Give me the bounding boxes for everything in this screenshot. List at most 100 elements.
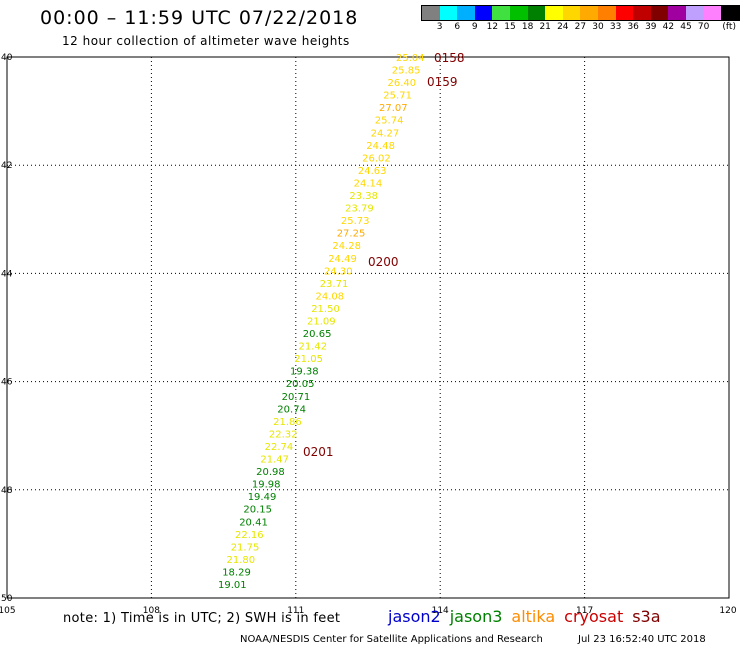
legend-label: 12 xyxy=(486,22,499,32)
x-tick-label: 114 xyxy=(432,606,449,616)
pass-time-label: 0200 xyxy=(368,255,399,269)
legend-label: 9 xyxy=(471,22,478,32)
wave-height-label: 25.71 xyxy=(383,91,412,102)
pass-time-label: 0158 xyxy=(434,51,465,65)
wave-height-label: 21.05 xyxy=(294,354,323,365)
wave-height-label: 19.01 xyxy=(218,580,247,591)
wave-height-label: 20.74 xyxy=(277,404,306,415)
chart-title: 00:00 – 11:59 UTC 07/22/2018 xyxy=(40,7,359,29)
legend-swatch xyxy=(474,6,493,20)
satellite-legend-item: cryosat xyxy=(564,607,624,626)
wave-height-label: 24.48 xyxy=(366,141,395,152)
satellite-legend: jason2 jason3 altika cryosat s3a xyxy=(388,607,670,626)
color-legend: 3 6 9 12 15 18 21 24 27 30 33 36 39 42 45 70 (ft) xyxy=(421,5,740,35)
legend-swatch xyxy=(509,6,528,20)
chart-subtitle: 12 hour collection of altimeter wave hei… xyxy=(62,34,350,48)
x-tick-label: 120 xyxy=(719,606,736,616)
legend-label: 21 xyxy=(539,22,551,32)
wave-height-label: 21.50 xyxy=(311,304,340,315)
wave-height-label: 24.30 xyxy=(324,266,353,277)
wave-height-label: 23.38 xyxy=(349,191,378,202)
wave-height-label: 18.29 xyxy=(222,568,251,579)
wave-height-label: 23.79 xyxy=(345,204,374,215)
wave-height-label: 23.71 xyxy=(320,279,349,290)
legend-swatch xyxy=(668,6,686,20)
wave-height-label: 20.41 xyxy=(239,517,268,528)
wave-height-label: 24.27 xyxy=(371,128,400,139)
note-text: note: 1) Time is in UTC; 2) SWH is in fe… xyxy=(63,611,341,626)
y-tick-label: 40 xyxy=(1,53,13,63)
legend-label: 30 xyxy=(592,22,604,32)
wave-height-label: 20.98 xyxy=(256,467,285,478)
wave-height-label: 19.38 xyxy=(290,367,319,378)
legend-swatch xyxy=(633,6,651,20)
satellite-legend-item: jason2 xyxy=(388,607,441,626)
legend-swatch xyxy=(527,6,546,20)
y-tick-label: 48 xyxy=(1,486,13,496)
legend-label: 33 xyxy=(609,22,622,32)
axis-tick-labels: 105 108 111 114 117 120 40 42 44 46 48 50 xyxy=(0,53,737,616)
wave-height-label: 25.04 xyxy=(396,53,425,64)
legend-label: 45 xyxy=(680,22,692,32)
x-tick-label: 111 xyxy=(287,606,304,616)
wave-height-label: 24.63 xyxy=(358,166,387,177)
wave-height-label: 21.42 xyxy=(299,342,328,353)
grid-lines xyxy=(7,57,729,598)
wave-height-label: 26.40 xyxy=(388,78,417,89)
wave-height-label: 27.07 xyxy=(379,103,408,114)
wave-height-label: 27.25 xyxy=(337,229,366,240)
legend-swatch xyxy=(422,6,440,20)
wave-height-label: 20.65 xyxy=(303,329,332,340)
legend-label: 15 xyxy=(504,22,516,32)
y-tick-label: 42 xyxy=(1,161,12,171)
wave-height-label: 20.15 xyxy=(243,505,272,516)
y-tick-label: 50 xyxy=(1,594,13,604)
satellite-legend-item: jason3 xyxy=(449,607,503,626)
legend-swatch xyxy=(580,6,598,20)
wave-height-label: 21.75 xyxy=(231,542,260,553)
pass-time-label: 0159 xyxy=(427,75,458,89)
y-tick-label: 46 xyxy=(1,378,13,388)
wave-height-label: 26.02 xyxy=(362,153,391,164)
x-tick-label: 117 xyxy=(576,606,593,616)
legend-label: 24 xyxy=(557,22,569,32)
wave-height-label: 25.73 xyxy=(341,216,370,227)
legend-swatch xyxy=(650,6,669,20)
legend-swatch xyxy=(562,6,581,20)
legend-color-bar xyxy=(421,5,740,21)
wave-height-label: 24.08 xyxy=(316,291,345,302)
wave-height-label: 21.09 xyxy=(307,317,336,328)
wave-height-label: 24.49 xyxy=(328,254,357,265)
legend-label: 70 xyxy=(697,22,710,32)
wave-height-label: 22.74 xyxy=(265,442,294,453)
legend-label: 36 xyxy=(627,22,639,32)
wave-height-label: 25.74 xyxy=(375,116,404,127)
wave-height-label: 24.28 xyxy=(332,241,361,252)
legend-swatch xyxy=(685,6,704,20)
legend-unit: (ft) xyxy=(722,22,736,32)
legend-swatch xyxy=(703,6,722,20)
satellite-legend-item: altika xyxy=(511,607,556,626)
legend-label: 18 xyxy=(521,22,534,32)
footer-timestamp: Jul 23 16:52:40 UTC 2018 xyxy=(578,634,706,645)
wave-height-label: 20.05 xyxy=(286,379,315,390)
wave-height-label: 21.80 xyxy=(227,555,256,566)
y-tick-label: 44 xyxy=(1,269,13,279)
wave-height-label: 22.32 xyxy=(269,429,298,440)
wave-height-label: 19.49 xyxy=(248,492,277,503)
legend-label: 3 xyxy=(436,22,443,32)
footer-credit: NOAA/NESDIS Center for Satellite Applica… xyxy=(240,634,543,645)
wave-height-label: 19.98 xyxy=(252,480,281,491)
legend-label: 27 xyxy=(574,22,587,32)
map-frame xyxy=(6,56,730,599)
wave-height-label: 21.47 xyxy=(260,455,289,466)
legend-label: 39 xyxy=(645,22,657,32)
legend-swatch xyxy=(545,6,563,20)
wave-height-label: 25.85 xyxy=(392,66,421,77)
legend-labels: 3 6 9 12 15 18 21 24 27 30 33 36 39 42 45 70 (ft) xyxy=(421,21,740,35)
legend-swatch xyxy=(492,6,510,20)
legend-label: 42 xyxy=(662,22,675,32)
wave-height-label: 22.16 xyxy=(235,530,264,541)
pass-time-labels: 0158 0159 0200 0201 xyxy=(303,51,465,459)
